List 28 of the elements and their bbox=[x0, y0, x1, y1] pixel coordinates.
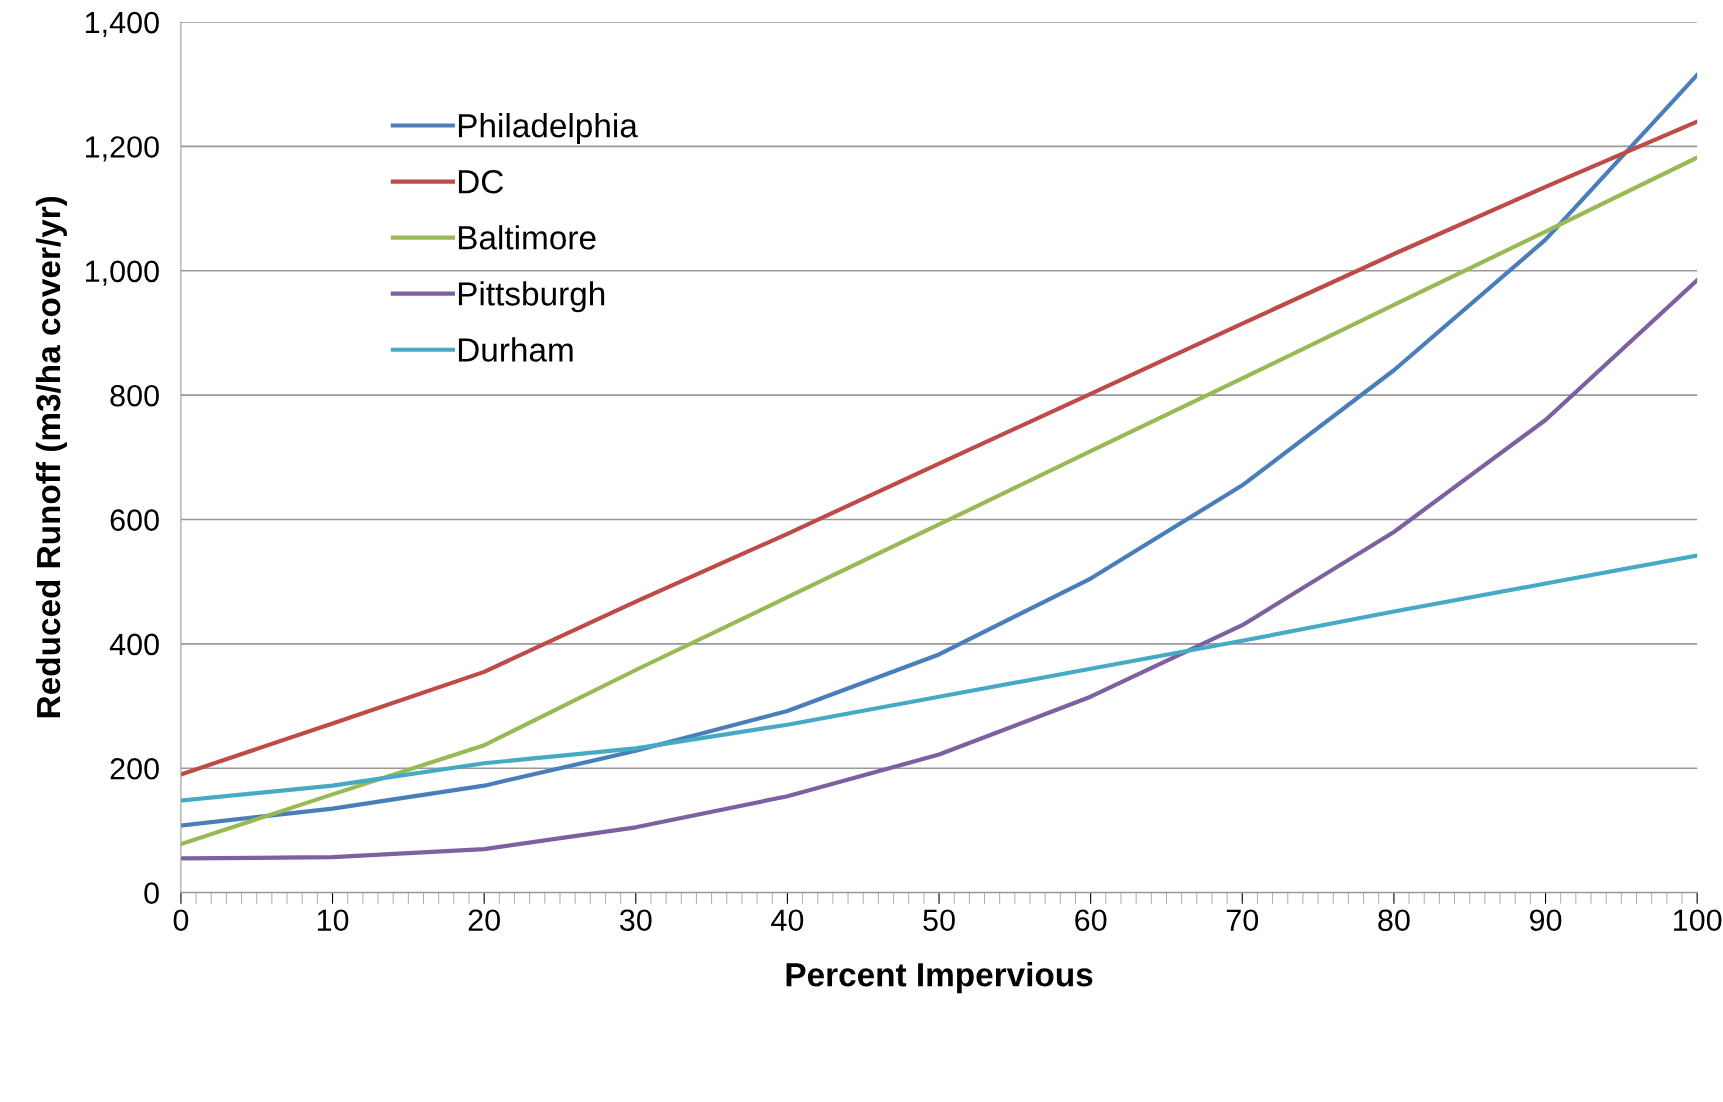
legend-label: Philadelphia bbox=[458, 112, 638, 145]
x-tick-label: 100 bbox=[1674, 909, 1722, 932]
y-tick-label: 600 bbox=[110, 509, 159, 531]
y-axis-title: Reduced Runoff (m3/ha cover/yr) bbox=[35, 196, 67, 718]
x-tick-label: 90 bbox=[1529, 909, 1562, 932]
y-tick-label: 0 bbox=[144, 882, 159, 904]
y-tick-label: 400 bbox=[109, 633, 159, 656]
x-axis-title: Percent Impervious bbox=[786, 962, 1093, 994]
x-tick-label: 20 bbox=[468, 909, 500, 932]
y-tick-label: 1,200 bbox=[85, 136, 159, 162]
x-tick-label: 60 bbox=[1075, 909, 1107, 932]
legend-label: Pittsburgh bbox=[458, 281, 605, 313]
x-tick-label: 40 bbox=[771, 909, 804, 932]
line-series bbox=[180, 553, 1698, 803]
y-tick-label: 200 bbox=[110, 757, 159, 780]
y-tick-label: 1,000 bbox=[85, 260, 159, 286]
y-tick-label: 1,400 bbox=[85, 11, 159, 38]
y-tick-label: 800 bbox=[110, 384, 159, 407]
x-tick-label: 0 bbox=[173, 909, 189, 932]
x-tick-label: 10 bbox=[317, 909, 349, 932]
x-tick-label: 80 bbox=[1378, 909, 1410, 932]
x-tick-label: 50 bbox=[923, 909, 955, 932]
x-tick-label: 30 bbox=[619, 909, 652, 932]
legend-label: DC bbox=[458, 169, 504, 194]
legend-label: Durham bbox=[458, 337, 573, 362]
line-series bbox=[180, 278, 1698, 861]
x-tick-label: 70 bbox=[1226, 909, 1259, 932]
legend-label: Baltimore bbox=[458, 225, 596, 250]
